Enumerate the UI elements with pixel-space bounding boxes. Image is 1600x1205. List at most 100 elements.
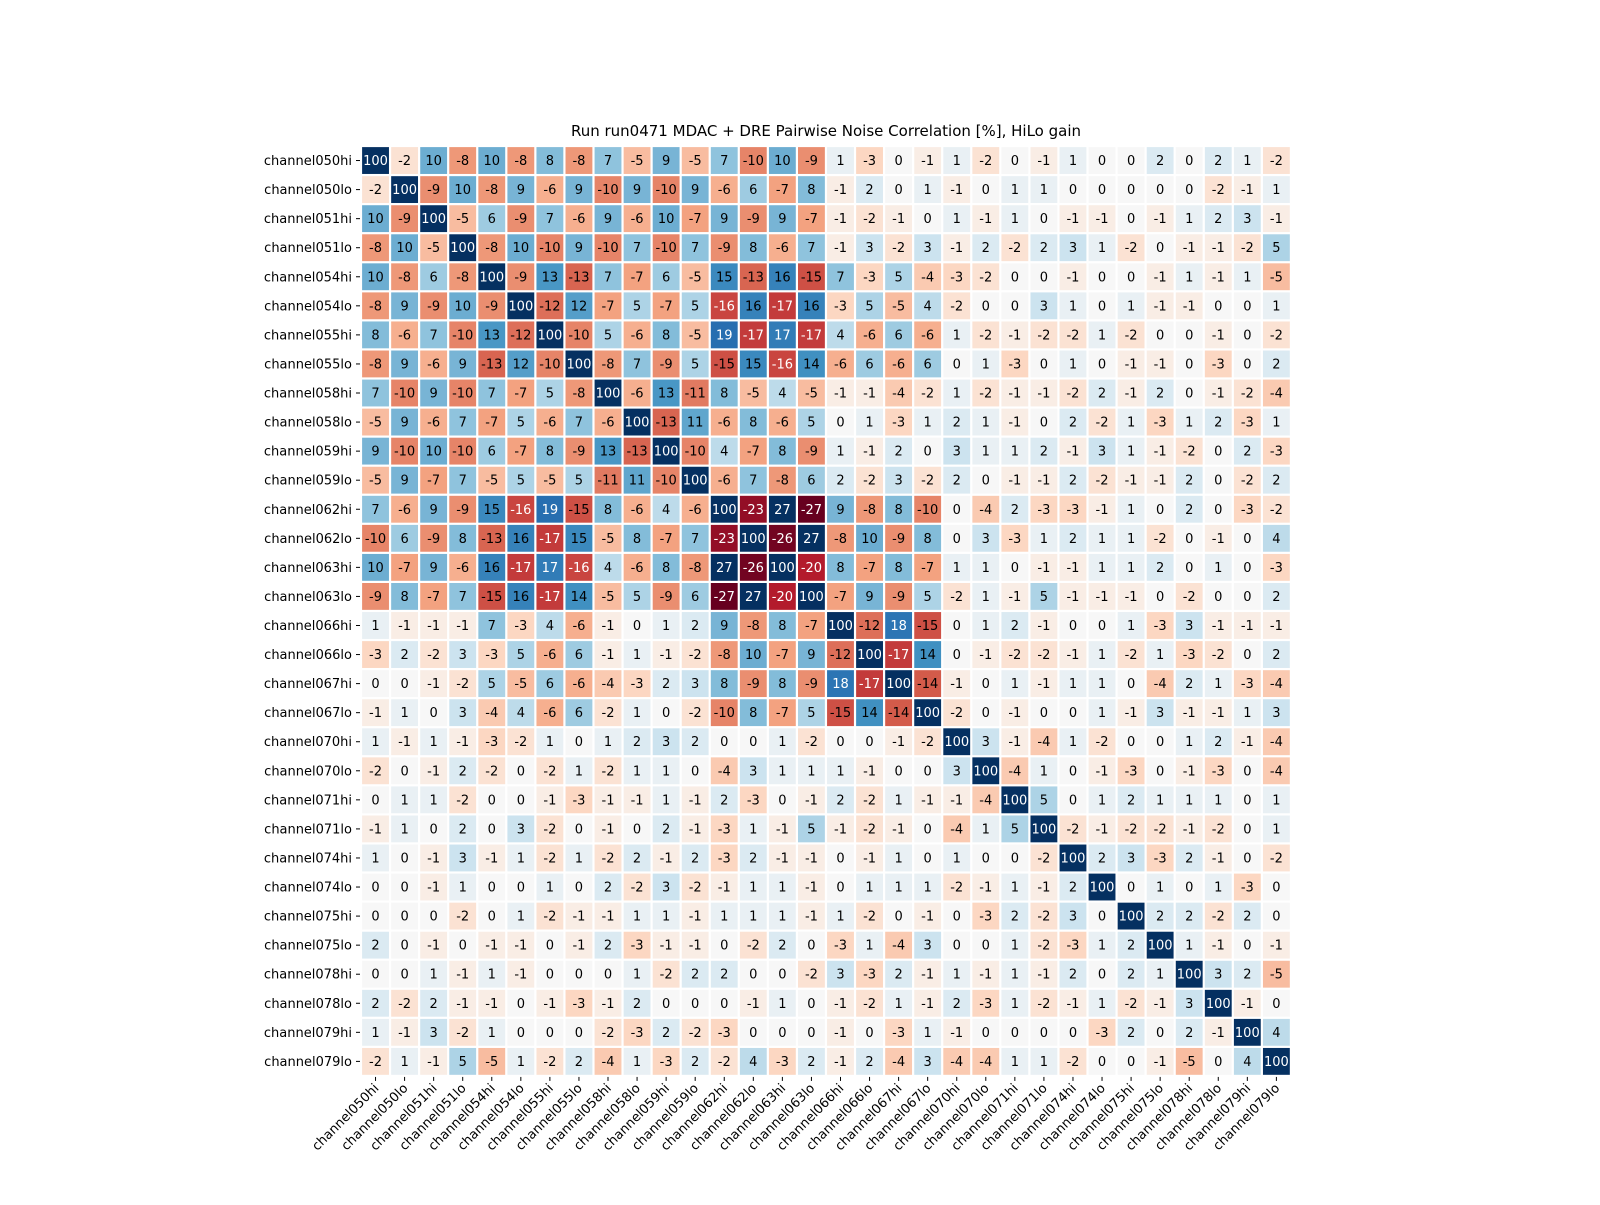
cell-value-label: -1 [921, 968, 934, 983]
heatmap-cell [1146, 612, 1174, 639]
cell-value-label: 1 [836, 764, 844, 779]
cell-value-label: 1 [633, 648, 641, 663]
heatmap-cell [798, 757, 825, 785]
heatmap-cell [739, 815, 767, 843]
cell-value-label: 0 [1214, 474, 1222, 489]
cell-value-label: 1 [633, 1055, 641, 1070]
heatmap-cell [827, 176, 854, 204]
cell-value-label: -3 [1241, 503, 1254, 518]
cell-value-label: 2 [1272, 648, 1280, 663]
cell-value-label: 1 [1098, 648, 1106, 663]
cell-value-label: -7 [427, 590, 440, 605]
cell-value-label: -9 [892, 590, 905, 605]
cell-value-label: -1 [805, 793, 818, 808]
heatmap-cell [594, 844, 622, 872]
heatmap-cell [710, 699, 738, 727]
heatmap-cell [739, 205, 767, 233]
heatmap-cell [885, 408, 913, 436]
cell-value-label: 3 [1156, 706, 1164, 721]
heatmap-cell [420, 292, 448, 320]
cell-value-label: -2 [863, 793, 876, 808]
cell-value-label: -3 [863, 154, 876, 169]
heatmap-cell [623, 728, 651, 756]
heatmap-cell [449, 495, 477, 523]
cell-value-label: -10 [714, 706, 735, 721]
cell-value-label: -5 [631, 154, 644, 169]
heatmap-cell [1059, 786, 1087, 814]
cell-value-label: -3 [631, 939, 644, 954]
heatmap-cell [478, 902, 506, 930]
heatmap-cell [420, 670, 448, 698]
heatmap-cell [739, 466, 767, 494]
heatmap-cell [1175, 176, 1203, 204]
heatmap-cell [1117, 728, 1145, 756]
y-tick-label: channel074lo [264, 881, 352, 896]
cell-value-label: -2 [1037, 328, 1050, 343]
heatmap-cell [1233, 1047, 1261, 1075]
heatmap-cell [478, 321, 506, 349]
heatmap-cell [1001, 757, 1029, 785]
y-tick-label: channel058hi [264, 387, 352, 402]
cell-value-label: 7 [575, 416, 583, 431]
heatmap-cell [1204, 495, 1232, 523]
cell-value-label: -3 [1008, 532, 1021, 547]
heatmap-cell [768, 408, 796, 436]
cell-value-label: -16 [568, 561, 589, 576]
heatmap-cell [827, 495, 854, 523]
cell-value-label: 1 [1011, 968, 1019, 983]
heatmap-cell [565, 786, 593, 814]
heatmap-cell [856, 583, 883, 610]
heatmap-cell [623, 641, 651, 668]
cell-value-label: 0 [836, 416, 844, 431]
heatmap-cell [652, 757, 680, 785]
heatmap-cell [768, 757, 796, 785]
cell-value-label: 2 [1040, 445, 1048, 460]
heatmap-cell [1262, 205, 1290, 233]
heatmap-cell [827, 786, 854, 814]
heatmap-cell [1175, 292, 1203, 320]
cell-value-label: 27 [774, 503, 791, 518]
heatmap-cell [768, 234, 796, 262]
heatmap-cell [1146, 931, 1174, 959]
cell-value-label: 1 [982, 561, 990, 576]
heatmap-cell [362, 524, 389, 552]
heatmap-cell [1117, 699, 1145, 727]
cell-value-label: 7 [633, 357, 641, 372]
cell-value-label: -1 [1096, 764, 1109, 779]
cell-value-label: -9 [369, 590, 382, 605]
heatmap-cell [1175, 583, 1203, 610]
cell-value-label: -2 [1270, 851, 1283, 866]
cell-value-label: -1 [863, 851, 876, 866]
heatmap-cell [1175, 815, 1203, 843]
heatmap-cell [420, 263, 448, 291]
heatmap-cell [1030, 553, 1058, 581]
heatmap-cell [972, 205, 1000, 233]
cell-value-label: -1 [1096, 503, 1109, 518]
heatmap-cell [1175, 757, 1203, 785]
heatmap-cell [1175, 786, 1203, 814]
heatmap-cell [885, 350, 913, 378]
heatmap-cell [972, 1018, 1000, 1046]
heatmap-cell [449, 147, 477, 174]
cell-value-label: -3 [892, 1026, 905, 1041]
cell-value-label: 5 [517, 648, 525, 663]
heatmap-cell [391, 815, 419, 843]
cell-value-label: 2 [1156, 561, 1164, 576]
cell-value-label: -16 [772, 357, 793, 372]
heatmap-cell [565, 263, 593, 291]
heatmap-cell [885, 379, 913, 407]
heatmap-cell [798, 379, 825, 407]
heatmap-cell [478, 757, 506, 785]
heatmap-cell [565, 873, 593, 901]
heatmap-cell [449, 873, 477, 901]
heatmap-cell [1088, 583, 1116, 610]
cell-value-label: -6 [543, 706, 556, 721]
y-tick-label: channel066lo [264, 648, 352, 663]
cell-value-label: -26 [772, 532, 793, 547]
heatmap-cell [798, 292, 825, 320]
cell-value-label: 0 [1127, 154, 1135, 169]
heatmap-cell [1030, 234, 1058, 262]
heatmap-cell [681, 408, 709, 436]
cell-value-label: 100 [741, 532, 766, 547]
cell-value-label: 0 [982, 706, 990, 721]
